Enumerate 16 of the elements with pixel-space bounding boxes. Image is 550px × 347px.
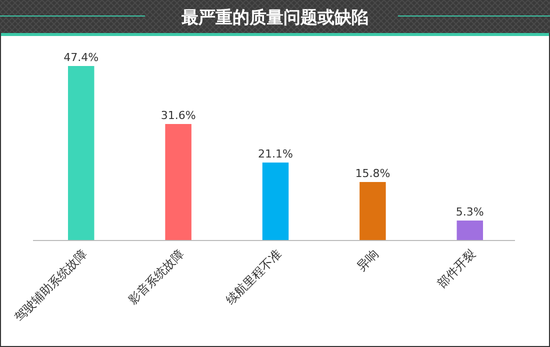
bar: [360, 182, 386, 240]
chart-title: 最严重的质量问题或缺陷: [180, 8, 368, 28]
data-label: 21.1%: [258, 148, 293, 161]
x-tick-label: 影音系统故障: [126, 246, 187, 308]
data-label: 15.8%: [355, 167, 390, 180]
bar: [456, 220, 484, 240]
bar: [68, 66, 94, 240]
x-tick-label: 异响: [354, 246, 382, 274]
data-label: 47.4%: [64, 51, 99, 64]
x-tick-label: 驾驶辅助系统故障: [12, 246, 90, 324]
bar: [165, 124, 192, 240]
x-tick-label: 部件开裂: [434, 246, 478, 290]
data-label: 5.3%: [456, 206, 484, 219]
bar: [262, 162, 289, 240]
x-tick-label: 续航里程不准: [223, 246, 284, 308]
data-label: 31.6%: [160, 109, 196, 122]
